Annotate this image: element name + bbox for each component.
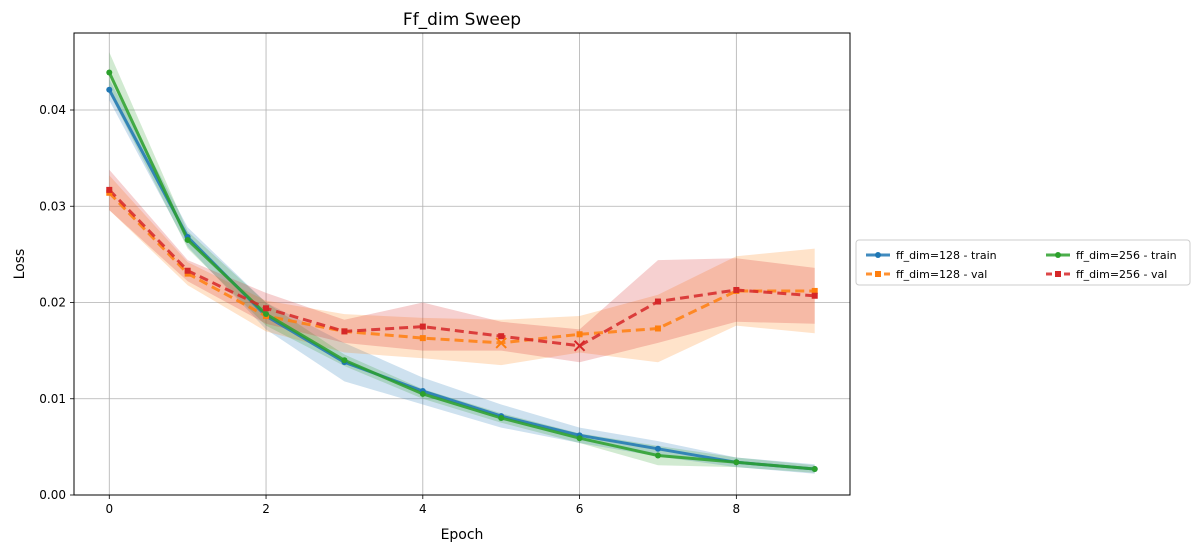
series-markers <box>106 69 818 473</box>
x-tick-label: 6 <box>576 502 584 516</box>
x-axis-label: Epoch <box>441 527 484 543</box>
data-point <box>498 415 505 421</box>
data-point <box>576 435 583 442</box>
data-point <box>733 459 740 466</box>
data-point <box>263 305 270 312</box>
y-tick-label: 0.01 <box>39 392 66 406</box>
best-epoch-marker <box>573 340 586 352</box>
y-axis-label: Loss <box>12 249 28 280</box>
data-point <box>733 286 740 293</box>
y-tick-label: 0.04 <box>39 103 66 117</box>
data-point <box>106 69 113 76</box>
data-point <box>811 287 818 294</box>
data-point <box>576 331 583 338</box>
data-point <box>419 335 426 342</box>
data-point <box>654 452 661 459</box>
series-line-1 <box>108 191 815 345</box>
x-tick-label: 2 <box>262 502 270 516</box>
legend-entry: ff_dim=256 - train <box>1046 249 1177 262</box>
data-point <box>106 86 113 93</box>
legend-entry: ff_dim=128 - train <box>866 249 997 262</box>
data-point <box>654 298 661 305</box>
plot-frame <box>73 32 851 496</box>
data-point <box>341 328 348 335</box>
legend-entry: ff_dim=256 - val <box>1046 268 1167 281</box>
data-point <box>184 236 191 243</box>
confidence-band-series-0 <box>109 79 815 474</box>
x-tick-label: 8 <box>733 502 741 516</box>
chart-title: Ff_dim Sweep <box>403 10 521 30</box>
legend-label: ff_dim=256 - train <box>1076 249 1177 262</box>
confidence-bands <box>109 52 815 474</box>
y-tick-label: 0.00 <box>39 488 66 502</box>
data-point <box>654 445 661 452</box>
data-point <box>498 333 505 340</box>
x-tick-label: 4 <box>419 502 427 516</box>
data-point <box>184 267 191 274</box>
data-point <box>263 311 270 318</box>
legend: ff_dim=128 - train ff_dim=128 - val ff_dim… <box>855 239 1191 286</box>
data-point <box>811 292 818 299</box>
data-point <box>341 357 348 364</box>
legend-box <box>855 239 1191 286</box>
series-line-3 <box>108 188 815 348</box>
legend-label: ff_dim=128 - val <box>896 268 987 281</box>
series-line-2 <box>107 71 815 471</box>
y-tick-label: 0.03 <box>39 199 66 213</box>
y-tick-label: 0.02 <box>39 296 66 310</box>
data-point <box>419 323 426 330</box>
best-epoch-marker <box>495 337 507 349</box>
x-tick-label: 0 <box>105 502 113 516</box>
legend-entry: ff_dim=128 - val <box>866 268 987 281</box>
data-point <box>419 390 426 397</box>
confidence-band-series-1 <box>109 175 815 366</box>
data-point <box>106 186 113 193</box>
series-lines <box>107 71 815 471</box>
data-point <box>811 466 818 473</box>
confidence-band-series-3 <box>109 169 815 363</box>
legend-label: ff_dim=128 - train <box>896 249 997 262</box>
axis-ticks: 0 2 4 6 8 0.00 0.01 0.02 0.03 0.04 <box>39 103 740 516</box>
data-point <box>654 325 661 332</box>
legend-label: ff_dim=256 - val <box>1076 268 1167 281</box>
